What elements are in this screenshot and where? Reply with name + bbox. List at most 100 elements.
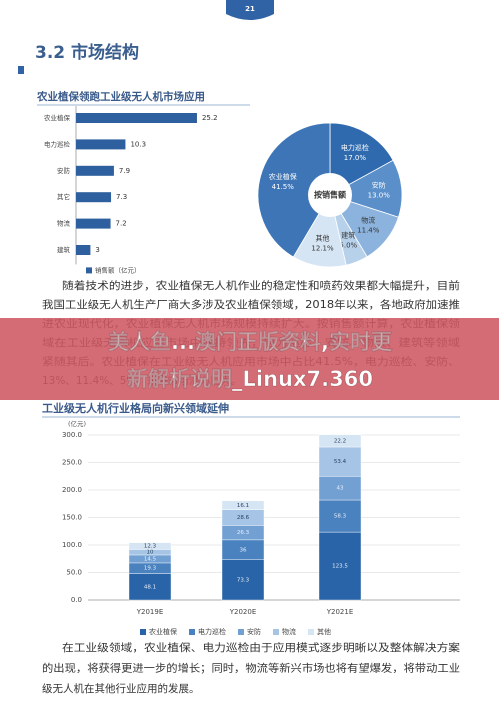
value-label: 3 [95, 246, 99, 254]
paragraph-line: 我国工业级无人机生产厂商大多涉及农业植保领域，2018年以来，各地政府加速推 [42, 298, 460, 311]
slice-label: 安防 [372, 180, 386, 189]
charts: 农业植保 25.2 电力巡检 10.3 安防 7.9 其它 7.3 物流 7.2 建筑 3 销售额（亿元… [44, 106, 460, 636]
slice-value: 13.0% [368, 191, 391, 199]
paragraph: 在工业级领域，农业植保、电力巡检由于应用模式逐步明晰以及整体解决方案的出现，将获… [42, 641, 461, 695]
value-label: 48.1 [144, 584, 156, 590]
value-label: 10 [147, 550, 154, 556]
page-number: 21 [245, 5, 255, 13]
paragraph-line: 随着技术的进步，农业植保无人机作业的稳定性和喷药效果都大幅提升，目前 [62, 279, 460, 292]
bar-segment [318, 446, 362, 477]
paragraph-line: 的出现，将获得更进一步的增长；同时，物流等新兴市场也将有望爆发，将带动工业 [42, 662, 460, 675]
legend-swatch [140, 629, 146, 635]
y-tick-label: 0.0 [71, 596, 82, 604]
value-label: 14.5 [144, 556, 157, 562]
legend-label: 电力巡检 [198, 627, 226, 636]
y-tick-label: 250.0 [62, 459, 82, 467]
x-tick-label: Y2021E [326, 608, 354, 616]
slice-label: 农业植保 [269, 172, 297, 181]
section-title: 3.2 市场结构 [35, 42, 139, 63]
slice-label: 物流 [361, 215, 375, 224]
title-marker [18, 66, 24, 74]
bar-segment [318, 499, 362, 533]
value-label: 58.3 [334, 514, 347, 520]
pie-slice [257, 122, 331, 258]
value-label: 28.6 [237, 515, 250, 521]
paragraph-line: 级无人机在其他行业应用的发展。 [42, 682, 200, 695]
bar-segment [128, 542, 172, 550]
banner-text: 美人鱼...澳门正版资料,实时更 [108, 330, 393, 354]
bar [76, 139, 126, 150]
slice-value: 5.0% [339, 241, 357, 249]
pie-slice [328, 159, 403, 218]
chart-title: 工业级无人机行业格局向新兴领域延伸 [42, 401, 229, 415]
value-label: 19.3 [144, 566, 157, 572]
x-tick-label: Y2020E [229, 608, 257, 616]
bar [76, 113, 197, 123]
page-tab [226, 0, 274, 20]
bar [76, 245, 91, 255]
x-tick-label: Y2019E [136, 608, 164, 616]
legend-swatch [308, 629, 314, 635]
legend-swatch [189, 629, 195, 635]
value-label: 7.2 [116, 220, 127, 228]
bar [76, 192, 112, 203]
legend-label: 销售额（亿元） [95, 265, 141, 274]
slice-value: 12.1% [311, 244, 334, 252]
value-label: 16.1 [237, 503, 249, 509]
pie-slice [329, 122, 394, 196]
legend-label: 农业植保 [149, 627, 177, 636]
pie-center-label: 按销售额 [314, 190, 346, 200]
legend-label: 安防 [247, 627, 261, 636]
category-label: 其它 [57, 192, 70, 201]
value-label: 7.3 [116, 193, 127, 201]
value-label: 10.3 [130, 140, 146, 148]
chart-title: 农业植保领跑工业级无人机市场应用 [36, 90, 205, 103]
value-label: 25.2 [202, 114, 218, 122]
slice-label: 电力巡检 [341, 143, 369, 152]
value-label: 12.3 [144, 544, 157, 550]
category-label: 电力巡检 [44, 139, 71, 148]
legend-swatch [86, 267, 92, 274]
bar-segment [128, 573, 172, 601]
slice-value: 41.5% [272, 183, 295, 191]
y-axis-label: (亿元) [68, 419, 86, 428]
legend-swatch [238, 629, 244, 635]
legend-label: 其他 [317, 627, 331, 636]
value-label: 43 [337, 486, 344, 492]
category-label: 安防 [57, 166, 71, 175]
value-label: 26.3 [237, 530, 250, 536]
value-label: 22.2 [334, 438, 346, 444]
y-tick-label: 300.0 [62, 431, 82, 439]
bar-segment [318, 434, 362, 448]
bar-segment [318, 531, 362, 601]
slice-value: 17.0% [344, 154, 367, 162]
slice-value: 11.4% [357, 226, 380, 234]
bar [76, 165, 114, 176]
value-label: 73.3 [237, 577, 250, 583]
legend-swatch [273, 629, 279, 635]
value-label: 123.5 [332, 564, 348, 570]
category-label: 物流 [57, 219, 71, 228]
y-tick-label: 150.0 [62, 514, 82, 522]
value-label: 53.4 [334, 459, 347, 465]
legend-label: 物流 [282, 627, 296, 636]
bar-segment [221, 559, 265, 601]
banner-text: 新解析说明_Linux7.360 [127, 367, 373, 391]
y-tick-label: 50.0 [66, 569, 82, 577]
bar-segment [221, 500, 265, 510]
pie-hole [308, 173, 352, 217]
slice-label: 建筑 [341, 230, 355, 239]
paragraph-line: 在工业级领域，农业植保、电力巡检由于应用模式逐步明晰以及整体解决方案 [62, 641, 461, 654]
bar [76, 218, 111, 229]
category-label: 建筑 [57, 245, 71, 254]
value-label: 36 [240, 547, 247, 553]
banner-background [0, 318, 499, 400]
category-label: 农业植保 [44, 113, 71, 122]
y-tick-label: 100.0 [62, 541, 82, 549]
y-tick-label: 200.0 [62, 486, 82, 494]
slice-label: 其他 [315, 233, 329, 242]
value-label: 7.9 [119, 167, 130, 175]
